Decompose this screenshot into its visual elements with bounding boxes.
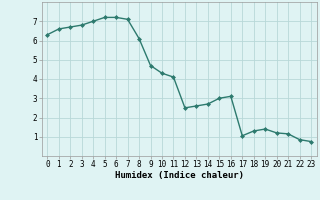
X-axis label: Humidex (Indice chaleur): Humidex (Indice chaleur) <box>115 171 244 180</box>
